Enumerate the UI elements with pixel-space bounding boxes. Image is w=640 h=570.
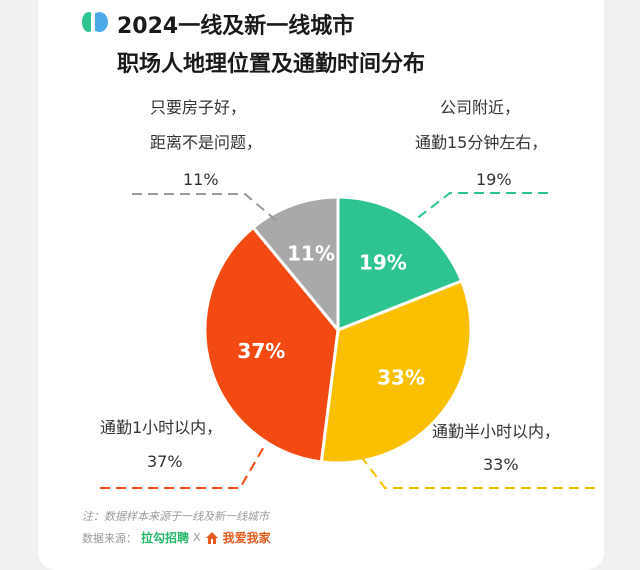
chart-title-line2: 职场人地理位置及通勤时间分布 [117, 52, 426, 77]
slice-label-11: 11% [287, 241, 335, 265]
slice-label-19: 19% [359, 250, 407, 274]
pie-slice-11 [251, 195, 340, 335]
footer-source: 数据来源： 拉勾招聘 X 我爱我家 [82, 529, 271, 546]
leader-line-19 [414, 192, 548, 221]
callout-37-line1: 通勤1小时以内， [100, 418, 223, 437]
house-logo-icon [205, 531, 218, 544]
chart-title-line1: 2024一线及新一线城市 [117, 14, 355, 39]
callout-19-value: 19% [476, 170, 512, 189]
logo-icon [82, 12, 108, 32]
leader-line-11 [132, 193, 279, 223]
callout-19-line1: 公司附近， [440, 98, 521, 117]
callout-33-line1: 通勤半小时以内， [432, 422, 561, 441]
leader-line-33 [359, 454, 595, 489]
pie-slice-33 [319, 279, 473, 465]
source-label: 数据来源： [82, 531, 137, 545]
slice-label-33: 33% [377, 365, 425, 389]
callout-11-line2: 距离不是问题， [150, 133, 263, 152]
footer-note: 注：数据样本来源于一线及新一线城市 [82, 510, 269, 523]
pie-slice-37 [203, 225, 340, 464]
callout-19-line2: 通勤15分钟左右， [415, 133, 548, 152]
pie-slice-19 [336, 195, 464, 333]
brand-5i5j: 我爱我家 [222, 531, 271, 545]
brand-separator: X [193, 531, 201, 544]
brand-lagou: 拉勾招聘 [141, 531, 190, 545]
callout-11-line1: 只要房子好， [150, 98, 247, 117]
slice-label-37: 37% [237, 339, 285, 363]
callout-37-value: 37% [147, 452, 183, 471]
callout-33-value: 33% [483, 455, 519, 474]
callout-11-value: 11% [183, 170, 219, 189]
